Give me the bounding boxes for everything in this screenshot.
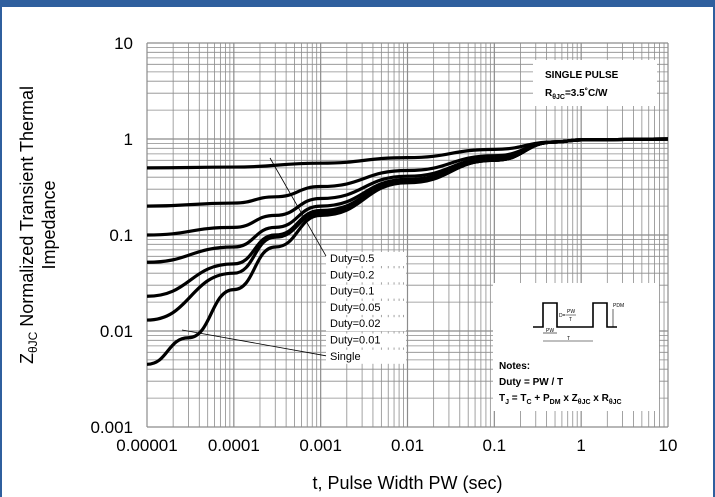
legend-label: Single (330, 351, 361, 363)
left-border (0, 7, 2, 497)
x-tick-label: 0.00001 (116, 436, 177, 455)
legend-label: Duty=0.2 (330, 269, 374, 281)
x-tick-label: 0.1 (483, 436, 507, 455)
legend-bg (326, 252, 406, 266)
notes-title: Notes: (499, 361, 530, 372)
y-axis-title: ZθJC Normalized Transient Thermal Impedan… (17, 86, 59, 364)
legend-label: Duty=0.02 (330, 318, 380, 330)
notes-tj-formula: TJ = TC + PDM x ZθJC x RθJC (499, 393, 622, 406)
x-axis-title: t, Pulse Width PW (sec) (312, 473, 502, 493)
legend-leader-line (269, 157, 327, 257)
legend-bg (326, 268, 406, 283)
t-span-label: T (567, 336, 570, 342)
single-pulse-label: SINGLE PULSE (545, 70, 619, 81)
legend-label: Duty=0.5 (330, 253, 374, 265)
y-tick-label: 1 (124, 130, 133, 149)
notes-duty-formula: Duty = PW / T (499, 377, 563, 388)
top-bar (0, 0, 715, 7)
legend-bg (326, 317, 406, 332)
x-tick-label: 1 (576, 436, 585, 455)
x-tick-label: 10 (659, 436, 678, 455)
single-pulse-box (533, 60, 657, 106)
notes-box (493, 283, 659, 411)
legend-leader-line (181, 329, 327, 357)
legend-bg (326, 284, 406, 299)
legend-bg (326, 300, 406, 315)
x-tick-label: 0.01 (391, 436, 424, 455)
y-tick-label: 0.001 (90, 418, 133, 437)
y-tick-label: 0.1 (109, 226, 133, 245)
duty-d-label: D= (559, 313, 566, 319)
rthjc-label: RθJC=3.5˚C/W (545, 87, 608, 101)
pdm-label: PDM (613, 303, 624, 309)
legend-bg (326, 333, 406, 348)
y-tick-label: 10 (114, 34, 133, 53)
pulse-waveform (533, 302, 617, 328)
duty-pw-label: PW (567, 309, 575, 315)
pw-span-label: PW (546, 328, 554, 334)
legend-label: Duty=0.05 (330, 302, 380, 314)
series-line-single (146, 137, 669, 366)
legend-bg (326, 349, 406, 364)
y-tick-label: 0.01 (100, 322, 133, 341)
legend-label: Duty=0.1 (330, 286, 374, 298)
x-tick-label: 0.001 (299, 436, 342, 455)
legend-label: Duty=0.01 (330, 335, 380, 347)
duty-t-label: T (569, 317, 572, 323)
right-border (713, 7, 715, 497)
x-tick-label: 0.0001 (208, 436, 260, 455)
